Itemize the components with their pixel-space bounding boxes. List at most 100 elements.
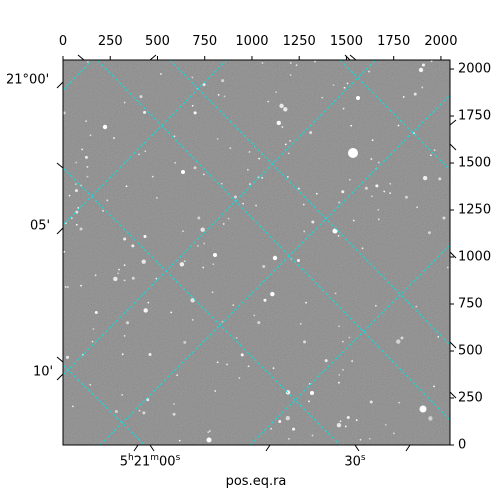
star [341, 190, 345, 194]
star [208, 430, 211, 432]
star [240, 353, 244, 357]
star [75, 161, 78, 164]
star [118, 268, 120, 271]
star [303, 340, 307, 344]
star [156, 196, 158, 199]
star [66, 355, 70, 359]
star [173, 135, 176, 138]
star [361, 247, 364, 250]
star [396, 339, 401, 344]
star [334, 292, 337, 295]
bright-star [356, 96, 360, 100]
top-tick-label: 750 [192, 34, 218, 49]
star [86, 165, 89, 168]
star [63, 111, 66, 115]
star [286, 175, 289, 178]
star [368, 437, 371, 440]
top-tick-label: 500 [145, 34, 170, 49]
ra-label-5h21m00s: 5h21m00s [119, 453, 181, 470]
star [338, 381, 340, 384]
star [202, 266, 205, 269]
star [397, 124, 400, 127]
star [355, 419, 358, 422]
star [148, 353, 152, 357]
star [311, 220, 315, 224]
star [84, 155, 88, 159]
star [91, 340, 94, 343]
star [369, 400, 373, 404]
bright-star [272, 255, 278, 261]
dec-label-10: 10' [33, 364, 54, 380]
star [422, 175, 428, 181]
star [402, 96, 405, 98]
star [144, 150, 147, 153]
wcs-tick [56, 81, 64, 89]
star [238, 377, 241, 379]
star [279, 103, 284, 109]
wcs-tick [449, 119, 457, 126]
star [226, 363, 228, 366]
star [125, 185, 128, 188]
wcs-tick [149, 444, 155, 452]
right-tick-label: 1500 [458, 155, 492, 171]
star [338, 325, 341, 328]
x-axis-title: pos.eq.ra [225, 474, 287, 489]
star [174, 161, 176, 164]
star [351, 360, 354, 362]
top-tick-label: 0 [58, 34, 68, 49]
star [86, 175, 89, 178]
star [404, 195, 408, 199]
ra-label-30s: 30s [344, 453, 366, 470]
wcs-tick [56, 227, 64, 235]
star [126, 321, 130, 325]
star [377, 208, 380, 211]
star [94, 310, 98, 314]
star [94, 274, 97, 277]
star [75, 183, 77, 185]
right-tick-label: 750 [458, 296, 483, 312]
star [332, 84, 335, 87]
star [178, 439, 181, 442]
star [413, 92, 417, 96]
star [255, 204, 257, 207]
star [375, 184, 379, 188]
star [398, 401, 401, 404]
star [283, 107, 288, 112]
star [299, 322, 302, 325]
star [289, 62, 292, 64]
star [222, 223, 225, 225]
star [123, 279, 126, 282]
star [75, 210, 79, 214]
star [262, 264, 266, 268]
star [117, 272, 119, 275]
star [348, 336, 351, 339]
right-tick-label: 1750 [458, 108, 492, 124]
star [438, 177, 442, 181]
star [223, 95, 226, 98]
star [203, 242, 206, 245]
top-tick-label: 1000 [235, 34, 269, 49]
star [207, 431, 210, 434]
star [146, 398, 150, 402]
star [143, 110, 147, 114]
wcs-tick [56, 373, 64, 381]
star [113, 137, 115, 139]
star [211, 291, 214, 294]
wcs-tick [405, 444, 411, 452]
grid-line [339, 60, 450, 171]
star [123, 264, 126, 267]
star [309, 131, 313, 135]
star [221, 320, 224, 323]
star [258, 157, 261, 160]
star [352, 219, 355, 222]
star [421, 86, 424, 89]
star [74, 189, 78, 193]
grid-line [169, 60, 450, 346]
star [89, 134, 92, 137]
star [77, 206, 80, 209]
star [336, 422, 342, 428]
star [343, 86, 346, 89]
star [217, 94, 220, 96]
star [346, 82, 349, 85]
star [214, 390, 217, 392]
